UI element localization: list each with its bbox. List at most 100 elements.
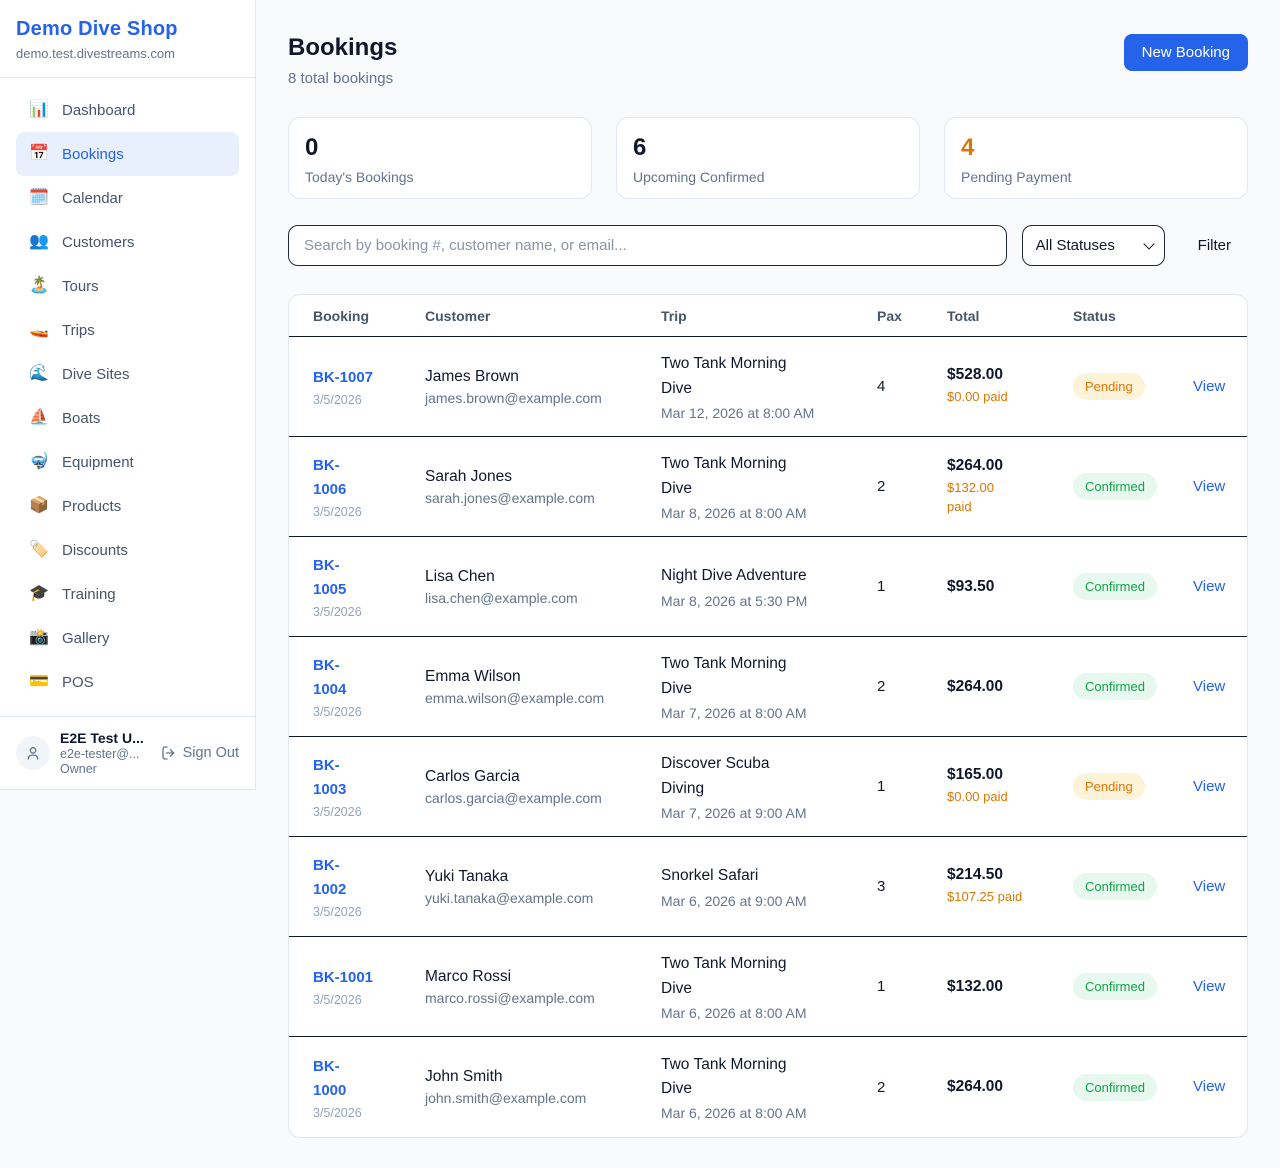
trip-cell: Two Tank Morning Dive Mar 6, 2026 at 8:00 … (661, 1053, 877, 1121)
graduation-cap-icon: 🎓 (29, 585, 49, 602)
paid-amount-line: $0.00 paid (947, 789, 1008, 805)
status-badge: Confirmed (1073, 973, 1157, 1000)
booking-date: 3/5/2026 (313, 393, 362, 407)
status-filter-wrap: All Statuses (1021, 225, 1165, 266)
booking-id-link[interactable]: BK- 1000 (313, 1055, 425, 1103)
trip-cell: Discover Scuba Diving Mar 7, 2026 at 9:00 … (661, 752, 877, 820)
total-cell: $93.50 (947, 578, 1073, 596)
booking-id-link[interactable]: BK-1007 (313, 366, 425, 390)
booking-id-line: 1000 (313, 1081, 347, 1099)
controls-row: All Statuses Filter (288, 225, 1248, 266)
sidebar-item-discounts[interactable]: 🏷️ Discounts (16, 528, 239, 572)
shop-name: Demo Dive Shop (16, 18, 178, 40)
sidebar-item-bookings[interactable]: 📅 Bookings (16, 132, 239, 176)
booking-id-link[interactable]: BK- 1005 (313, 554, 425, 602)
table-row: BK-1007 3/5/2026 James Brown james.brown@ex… (289, 337, 1247, 437)
status-cell: Confirmed (1073, 973, 1193, 1000)
user-footer: E2E Test U... e2e-tester@... Owner Sign … (0, 716, 255, 789)
view-link[interactable]: View (1193, 977, 1226, 995)
status-cell: Pending (1073, 373, 1193, 400)
sidebar-item-training[interactable]: 🎓 Training (16, 572, 239, 616)
sidebar-item-gallery[interactable]: 📸 Gallery (16, 616, 239, 660)
booking-date: 3/5/2026 (313, 605, 362, 619)
booking-cell: BK- 1005 3/5/2026 (313, 554, 425, 619)
status-badge: Pending (1073, 773, 1145, 800)
new-booking-button[interactable]: New Booking (1123, 34, 1248, 71)
sidebar-item-tours[interactable]: 🏝️ Tours (16, 264, 239, 308)
sidebar-item-label: Training (62, 585, 116, 603)
booking-id-line: 1004 (313, 681, 347, 698)
booking-id-line: 1006 (313, 481, 347, 498)
sidebar-item-trips[interactable]: 🚤 Trips (16, 308, 239, 352)
column-header-customer: Customer (425, 307, 491, 324)
trip-datetime: Mar 8, 2026 at 5:30 PM (661, 592, 808, 609)
actions-cell: View (1193, 1078, 1225, 1096)
trip-name-line: Two Tank Morning (661, 955, 787, 973)
sidebar-item-label: Equipment (62, 453, 134, 471)
view-link[interactable]: View (1193, 1078, 1226, 1095)
total-amount: $264.00 (947, 1078, 1004, 1095)
trip-name-line: Night Dive Adventure (661, 567, 807, 585)
sidebar-item-dashboard[interactable]: 📊 Dashboard (16, 88, 239, 132)
title-block: Bookings 8 total bookings (288, 34, 397, 87)
wave-icon: 🌊 (29, 365, 49, 382)
calendar-icon: 📅 (29, 145, 49, 162)
filter-button[interactable]: Filter (1197, 237, 1231, 254)
view-link[interactable]: View (1193, 577, 1226, 595)
view-link[interactable]: View (1193, 777, 1226, 795)
actions-cell: View (1193, 378, 1225, 396)
search-input[interactable] (288, 225, 1007, 266)
view-link[interactable]: View (1193, 877, 1226, 895)
table-header-row: Booking Customer Trip Pax Total Status (289, 295, 1247, 337)
table-row: BK-1001 3/5/2026 Marco Rossi marco.rossi@ex… (289, 937, 1247, 1037)
sidebar-item-products[interactable]: 📦 Products (16, 484, 239, 528)
trip-datetime: Mar 6, 2026 at 8:00 AM (661, 1105, 807, 1122)
status-filter-select[interactable]: All Statuses (1021, 225, 1165, 266)
customer-name: John Smith (425, 1068, 503, 1085)
sidebar-item-pos[interactable]: 💳 POS (16, 660, 239, 704)
customer-cell: John Smith john.smith@example.com (425, 1068, 661, 1106)
total-cell: $165.00 $0.00 paid (947, 766, 1073, 806)
sidebar-item-calendar[interactable]: 🗓️ Calendar (16, 176, 239, 220)
total-amount: $165.00 (947, 766, 1004, 784)
booking-id-link[interactable]: BK- 1006 (313, 454, 425, 502)
pax-value: 2 (877, 678, 886, 695)
pax-value: 3 (877, 878, 886, 895)
customer-cell: Emma Wilson emma.wilson@example.com (425, 668, 661, 706)
booking-id-line: BK-1001 (313, 969, 374, 986)
view-link[interactable]: View (1193, 477, 1226, 495)
trip-cell: Two Tank Morning Dive Mar 7, 2026 at 8:00 … (661, 652, 877, 720)
status-cell: Confirmed (1073, 573, 1193, 600)
booking-cell: BK- 1000 3/5/2026 (313, 1055, 425, 1120)
paid-amount-line: $107.25 paid (947, 889, 1023, 905)
column-header-trip: Trip (661, 307, 687, 324)
booking-id-link[interactable]: BK- 1004 (313, 654, 425, 702)
sidebar-item-dive-sites[interactable]: 🌊 Dive Sites (16, 352, 239, 396)
trip-name-line: Dive (661, 479, 693, 497)
sign-out-button[interactable]: Sign Out (161, 745, 239, 761)
sidebar-item-boats[interactable]: ⛵ Boats (16, 396, 239, 440)
view-link[interactable]: View (1193, 377, 1226, 395)
view-link[interactable]: View (1193, 677, 1226, 695)
column-header-status: Status (1073, 307, 1116, 324)
booking-id-link[interactable]: BK- 1003 (313, 754, 425, 802)
booking-cell: BK-1001 3/5/2026 (313, 966, 425, 1007)
person-icon (27, 747, 39, 760)
booking-id-link[interactable]: BK- 1002 (313, 854, 425, 902)
paid-amount-line: $0.00 paid (947, 389, 1008, 405)
trip-datetime: Mar 6, 2026 at 9:00 AM (661, 892, 807, 909)
actions-cell: View (1193, 978, 1225, 996)
column-header-booking: Booking (313, 307, 369, 324)
sidebar-item-label: Dive Sites (62, 365, 130, 383)
actions-cell: View (1193, 878, 1225, 896)
booking-date: 3/5/2026 (313, 905, 362, 919)
sidebar-item-equipment[interactable]: 🤿 Equipment (16, 440, 239, 484)
actions-cell: View (1193, 678, 1225, 696)
stat-value: 0 (305, 134, 319, 161)
shop-domain: demo.test.divestreams.com (16, 46, 175, 61)
status-badge: Confirmed (1073, 1073, 1157, 1101)
booking-id-link[interactable]: BK-1001 (313, 966, 425, 990)
sidebar-item-customers[interactable]: 👥 Customers (16, 220, 239, 264)
total-amount: $264.00 (947, 457, 1004, 475)
user-name: E2E Test U... (60, 730, 144, 746)
